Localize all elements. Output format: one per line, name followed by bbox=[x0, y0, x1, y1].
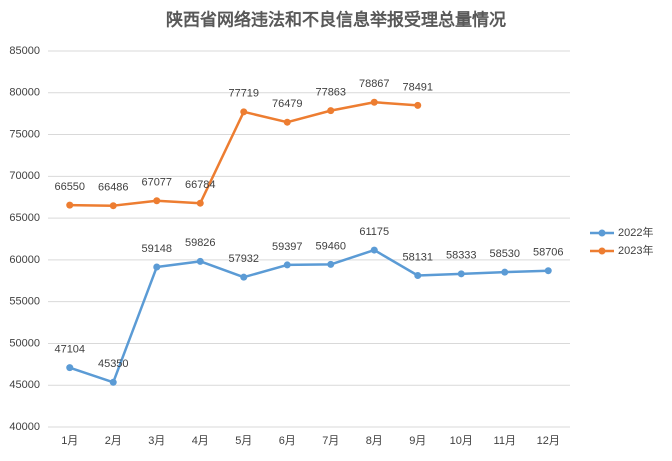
point bbox=[457, 270, 465, 278]
legend-label: 2023年 bbox=[618, 243, 653, 257]
data-label: 59397 bbox=[272, 241, 303, 253]
x-tick-label: 7月 bbox=[322, 435, 339, 447]
y-tick-label: 60000 bbox=[9, 254, 40, 266]
point bbox=[109, 378, 117, 386]
data-label: 58131 bbox=[402, 251, 433, 263]
point bbox=[414, 272, 422, 280]
x-tick-label: 3月 bbox=[148, 435, 165, 447]
data-label: 77863 bbox=[315, 87, 346, 99]
y-tick-label: 80000 bbox=[9, 87, 40, 99]
chart-title: 陕西省网络违法和不良信息举报受理总量情况 bbox=[166, 9, 506, 29]
point bbox=[153, 197, 161, 205]
point bbox=[501, 268, 509, 276]
point bbox=[240, 108, 248, 116]
x-tick-label: 6月 bbox=[279, 435, 296, 447]
point bbox=[283, 118, 291, 126]
data-label: 59460 bbox=[315, 240, 346, 252]
data-label: 67077 bbox=[141, 177, 172, 189]
data-label: 58333 bbox=[446, 250, 477, 262]
point bbox=[370, 246, 378, 254]
legend-label: 2022年 bbox=[618, 225, 653, 239]
point bbox=[153, 263, 161, 271]
data-label: 76479 bbox=[272, 98, 303, 110]
data-label: 57932 bbox=[228, 253, 259, 265]
data-label: 59148 bbox=[141, 243, 172, 255]
point bbox=[370, 98, 378, 106]
data-label: 66784 bbox=[185, 179, 216, 191]
point bbox=[66, 201, 74, 209]
data-label: 78867 bbox=[359, 78, 390, 90]
y-tick-label: 70000 bbox=[9, 170, 40, 182]
x-tick-label: 11月 bbox=[494, 435, 516, 447]
data-label: 59826 bbox=[185, 237, 216, 249]
x-tick-label: 12月 bbox=[537, 435, 560, 447]
series-line bbox=[69, 248, 549, 384]
point bbox=[240, 273, 248, 281]
y-tick-label: 65000 bbox=[9, 212, 40, 224]
y-tick-label: 45000 bbox=[9, 379, 40, 391]
point bbox=[327, 260, 335, 268]
data-label: 61175 bbox=[359, 226, 389, 238]
x-tick-label: 4月 bbox=[192, 435, 209, 447]
data-label: 66550 bbox=[54, 181, 85, 193]
legend-marker bbox=[598, 229, 606, 237]
legend-marker bbox=[598, 247, 606, 255]
point bbox=[196, 199, 204, 207]
x-tick-label: 9月 bbox=[409, 435, 426, 447]
y-tick-label: 85000 bbox=[9, 45, 40, 57]
data-label: 58706 bbox=[533, 247, 564, 259]
point bbox=[327, 107, 335, 115]
point bbox=[544, 267, 552, 275]
x-tick-label: 8月 bbox=[366, 435, 383, 447]
data-label: 47104 bbox=[54, 344, 85, 356]
data-label: 78491 bbox=[402, 81, 433, 93]
y-tick-label: 50000 bbox=[9, 337, 40, 349]
point bbox=[196, 257, 204, 265]
x-tick-label: 1月 bbox=[61, 435, 78, 447]
point bbox=[283, 261, 291, 269]
x-tick-label: 10月 bbox=[450, 435, 473, 447]
data-label: 66486 bbox=[98, 182, 129, 194]
point bbox=[414, 101, 422, 109]
data-label: 58530 bbox=[489, 248, 520, 260]
data-label: 77719 bbox=[228, 88, 259, 100]
point bbox=[109, 202, 117, 210]
x-tick-label: 2月 bbox=[105, 435, 122, 447]
x-tick-label: 5月 bbox=[235, 435, 252, 447]
y-tick-label: 55000 bbox=[9, 296, 40, 308]
y-tick-label: 40000 bbox=[9, 421, 40, 433]
data-label: 45350 bbox=[98, 358, 129, 370]
y-tick-label: 75000 bbox=[9, 128, 40, 140]
point bbox=[66, 364, 74, 372]
